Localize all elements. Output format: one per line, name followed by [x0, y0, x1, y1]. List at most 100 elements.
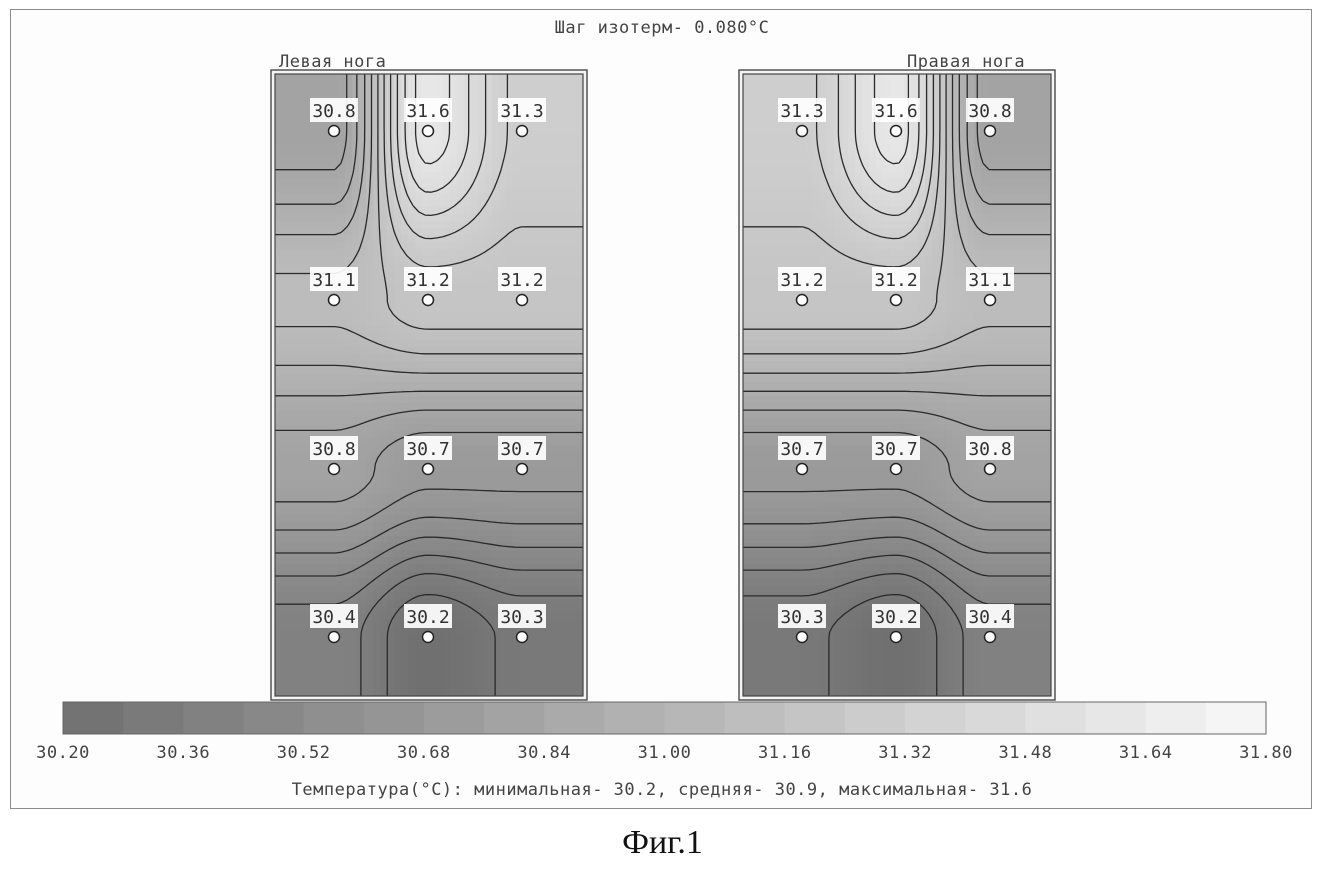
- heat-cell: [471, 480, 479, 488]
- heat-cell: [324, 522, 332, 530]
- heat-cell: [317, 571, 325, 579]
- heat-cell: [534, 557, 542, 565]
- heat-cell: [785, 88, 793, 96]
- heat-cell: [478, 410, 486, 418]
- heat-cell: [757, 228, 765, 236]
- heat-cell: [569, 298, 577, 306]
- heat-cell: [548, 445, 556, 453]
- heat-cell: [995, 151, 1003, 159]
- heat-cell: [576, 375, 584, 383]
- heat-cell: [548, 172, 556, 180]
- heat-cell: [380, 648, 388, 656]
- heat-cell: [450, 305, 458, 313]
- heat-cell: [275, 641, 283, 649]
- heat-cell: [750, 179, 758, 187]
- heat-cell: [303, 564, 311, 572]
- heat-cell: [478, 221, 486, 229]
- heat-cell: [778, 228, 786, 236]
- heat-cell: [506, 172, 514, 180]
- heat-cell: [464, 382, 472, 390]
- heat-cell: [352, 172, 360, 180]
- heat-cell: [359, 179, 367, 187]
- heat-cell: [785, 158, 793, 166]
- heat-cell: [506, 466, 514, 474]
- heat-cell: [541, 242, 549, 250]
- heat-cell: [296, 74, 304, 82]
- heat-cell: [464, 620, 472, 628]
- heat-cell: [401, 228, 409, 236]
- heat-cell: [408, 207, 416, 215]
- heat-cell: [471, 396, 479, 404]
- heat-cell: [548, 179, 556, 187]
- heat-cell: [513, 81, 521, 89]
- heat-cell: [471, 634, 479, 642]
- heat-cell: [974, 207, 982, 215]
- heat-cell: [457, 564, 465, 572]
- heat-cell: [785, 74, 793, 82]
- heat-cell: [855, 165, 863, 173]
- heat-cell: [478, 270, 486, 278]
- heat-cell: [527, 550, 535, 558]
- heat-cell: [394, 641, 402, 649]
- heat-cell: [310, 571, 318, 579]
- point-marker: [517, 464, 528, 475]
- heat-cell: [380, 172, 388, 180]
- heat-cell: [345, 417, 353, 425]
- heat-cell: [562, 109, 570, 117]
- heat-cell: [275, 613, 283, 621]
- heat-cell: [785, 123, 793, 131]
- heat-cell: [499, 298, 507, 306]
- heat-cell: [534, 662, 542, 670]
- heat-cell: [310, 564, 318, 572]
- heat-cell: [373, 263, 381, 271]
- heat-cell: [904, 158, 912, 166]
- heat-cell: [513, 361, 521, 369]
- heat-cell: [373, 144, 381, 152]
- heat-cell: [1030, 151, 1038, 159]
- heat-cell: [450, 655, 458, 663]
- heat-cell: [303, 102, 311, 110]
- heat-cell: [394, 424, 402, 432]
- heat-cell: [492, 207, 500, 215]
- heat-cell: [464, 655, 472, 663]
- heat-cell: [855, 172, 863, 180]
- heat-cell: [555, 410, 563, 418]
- heat-cell: [562, 571, 570, 579]
- heat-cell: [499, 662, 507, 670]
- heat-cell: [457, 263, 465, 271]
- heat-cell: [394, 396, 402, 404]
- heat-cell: [408, 389, 416, 397]
- heat-cell: [569, 571, 577, 579]
- heat-cell: [401, 354, 409, 362]
- heat-cell: [534, 158, 542, 166]
- heat-cell: [457, 480, 465, 488]
- heat-cell: [282, 494, 290, 502]
- heat-cell: [506, 340, 514, 348]
- heat-cell: [387, 186, 395, 194]
- heat-cell: [1044, 116, 1052, 124]
- heat-cell: [345, 487, 353, 495]
- heat-cell: [1037, 144, 1045, 152]
- heat-cell: [506, 242, 514, 250]
- heat-cell: [848, 123, 856, 131]
- heat-cell: [876, 228, 884, 236]
- heat-cell: [548, 578, 556, 586]
- heat-cell: [464, 459, 472, 467]
- heat-cell: [562, 669, 570, 677]
- heat-cell: [492, 144, 500, 152]
- heat-cell: [1037, 207, 1045, 215]
- heat-cell: [1037, 137, 1045, 145]
- heat-cell: [534, 361, 542, 369]
- heat-cell: [485, 669, 493, 677]
- heat-cell: [799, 193, 807, 201]
- heat-cell: [380, 466, 388, 474]
- heat-cell: [478, 655, 486, 663]
- heat-cell: [310, 179, 318, 187]
- heat-cell: [492, 417, 500, 425]
- heat-cell: [499, 529, 507, 537]
- heat-cell: [988, 179, 996, 187]
- heat-cell: [429, 242, 437, 250]
- heat-cell: [1009, 221, 1017, 229]
- heat-cell: [282, 193, 290, 201]
- heat-cell: [562, 382, 570, 390]
